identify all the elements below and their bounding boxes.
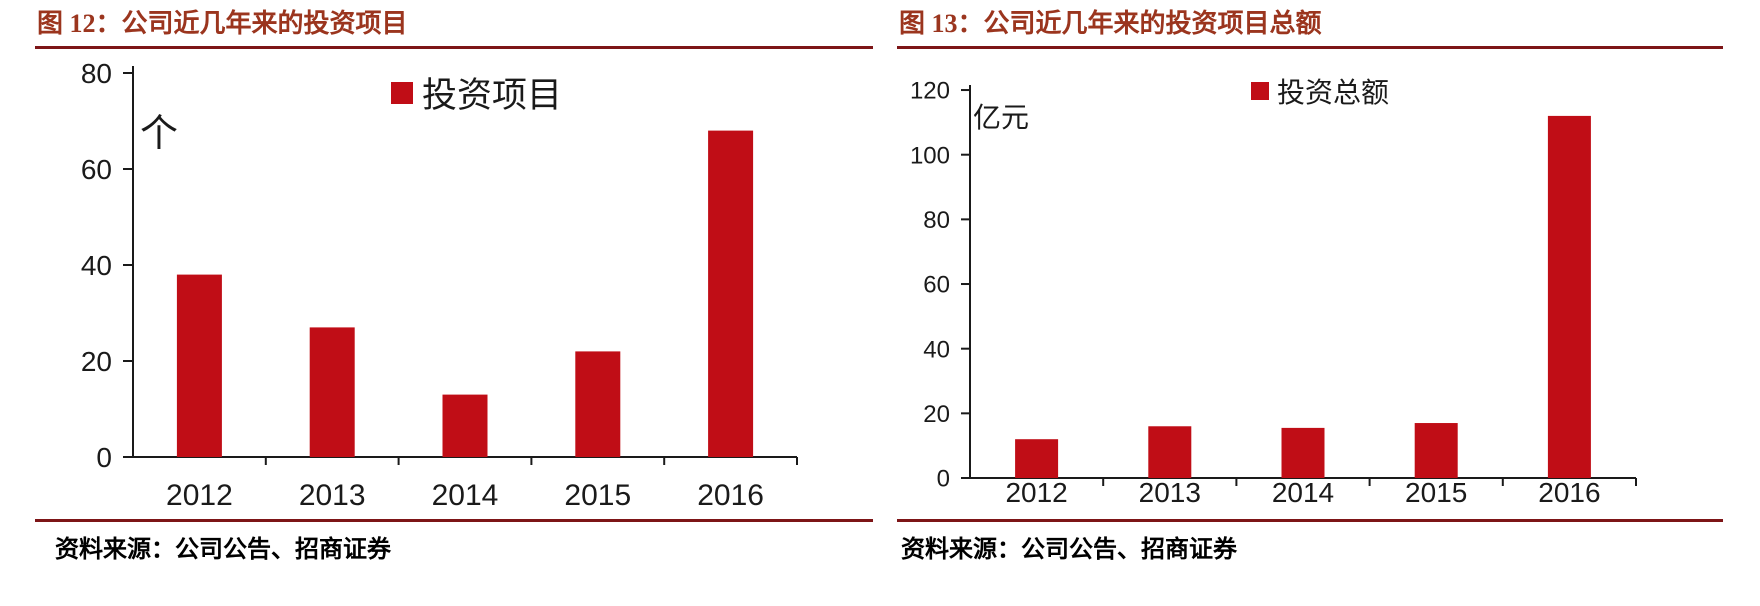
figure-13-chart: 投资总额 0 20 40 60 80 100 120 2012 2013 2014 2015 2016… [897, 49, 1723, 519]
figure-12-title: 图 12：公司近几年来的投资项目 [35, 6, 873, 49]
figure-12-chart: 投资项目 0 20 40 60 80 2012 2013 2014 2015 2016 个 [35, 49, 873, 519]
x-category-label: 2015 [1405, 477, 1467, 508]
x-category-label: 2013 [1139, 477, 1201, 508]
y-axis-unit-label: 亿元 [973, 102, 1029, 133]
legend-square-icon [391, 81, 413, 104]
x-category-label: 2012 [166, 479, 233, 512]
y-tick-label: 120 [910, 78, 950, 105]
bar-2012 [176, 274, 222, 457]
legend-square-icon [1251, 82, 1269, 100]
figure-13-title: 图 13：公司近几年来的投资项目总额 [897, 6, 1723, 49]
y-tick-label: 0 [96, 442, 112, 473]
y-axis-unit-label: 个 [140, 113, 178, 155]
figure-13-legend-label: 投资总额 [1277, 77, 1390, 108]
x-category-label: 2012 [1005, 477, 1067, 508]
y-tick-label: 0 [937, 466, 950, 493]
y-tick-label: 40 [923, 336, 950, 363]
bar-2015 [575, 351, 621, 457]
y-tick-label: 80 [81, 58, 112, 89]
y-tick-label: 20 [81, 346, 112, 377]
bar-2013 [309, 327, 355, 457]
figure-12-legend-label: 投资项目 [422, 76, 563, 115]
x-category-label: 2016 [697, 479, 764, 512]
y-tick-label: 40 [81, 250, 112, 281]
y-tick-label: 80 [923, 207, 950, 234]
bar-2012 [1015, 439, 1059, 478]
x-category-label: 2014 [1272, 477, 1334, 508]
bar-2014 [442, 394, 488, 457]
figure-13-panel: 图 13：公司近几年来的投资项目总额 投资总额 0 20 40 60 80 100 120 2… [897, 6, 1723, 564]
bar-2014 [1281, 427, 1325, 478]
figure-13-source: 资料来源：公司公告、招商证券 [897, 519, 1723, 564]
figure-12-chart-canvas: 0 20 40 60 80 2012 2013 2014 2015 2016 个 [81, 58, 798, 512]
bar-2016 [708, 130, 754, 457]
figure-12-panel: 图 12：公司近几年来的投资项目 投资项目 0 20 40 60 80 2012 2013 2… [35, 6, 873, 564]
figure-12-source: 资料来源：公司公告、招商证券 [35, 519, 873, 564]
y-tick-label: 60 [81, 154, 112, 185]
x-category-label: 2015 [564, 479, 631, 512]
bar-2013 [1148, 426, 1192, 478]
x-category-label: 2016 [1538, 477, 1600, 508]
figure-13-legend: 投资总额 [1251, 71, 1389, 111]
y-tick-label: 60 [923, 272, 950, 299]
bar-2015 [1414, 423, 1458, 478]
y-tick-label: 20 [923, 401, 950, 428]
bar-2016 [1547, 115, 1591, 479]
y-tick-label: 100 [910, 142, 950, 169]
figure-13-chart-canvas: 0 20 40 60 80 100 120 2012 2013 2014 2015 2016 亿元 [910, 78, 1637, 508]
x-category-label: 2013 [299, 479, 366, 512]
figure-12-legend: 投资项目 [391, 67, 562, 118]
x-category-label: 2014 [432, 479, 499, 512]
